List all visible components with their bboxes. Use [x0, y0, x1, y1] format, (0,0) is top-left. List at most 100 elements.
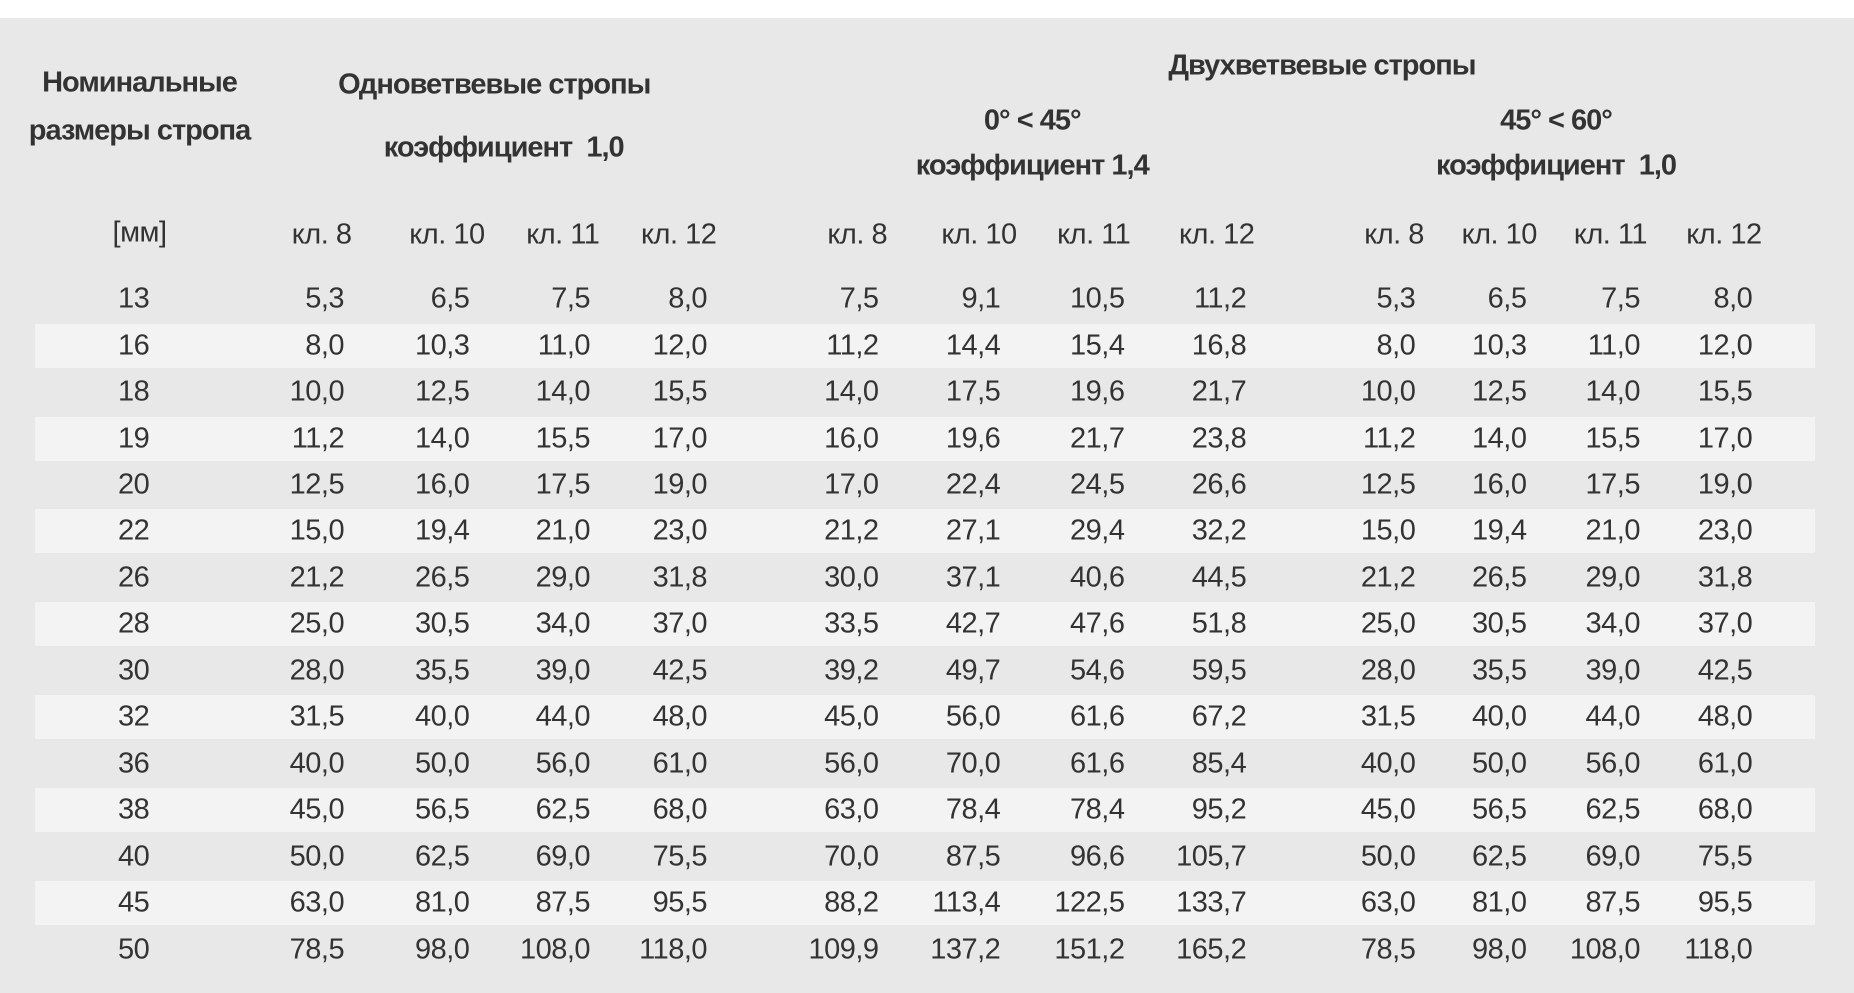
size-cell: 26: [117, 561, 150, 594]
value-cell: 6,5: [430, 282, 470, 315]
value-cell: 81,0: [1472, 886, 1527, 919]
value-cell: 54,6: [1070, 654, 1125, 687]
value-cell: 50,0: [1360, 840, 1416, 873]
class-label: кл. 11: [526, 218, 600, 251]
value-cell: 40,6: [1070, 561, 1125, 594]
value-cell: 5,3: [1376, 282, 1416, 315]
value-cell: 34,0: [535, 607, 591, 640]
value-cell: 5,3: [305, 282, 345, 315]
value-cell: 7,5: [1601, 282, 1640, 315]
value-cell: 16,8: [1191, 329, 1247, 362]
value-cell: 31,8: [1697, 561, 1753, 594]
value-cell: 61,6: [1070, 747, 1125, 780]
value-cell: 17,0: [824, 468, 879, 501]
value-cell: 11,2: [826, 329, 879, 362]
value-cell: 78,4: [1070, 793, 1125, 826]
table-page: Номинальные размеры стропа Одноветвевые ст…: [0, 18, 1854, 993]
value-cell: 26,5: [1472, 561, 1527, 594]
size-cell: 20: [117, 468, 150, 501]
size-cell: 30: [117, 654, 150, 687]
value-cell: 12,5: [1472, 375, 1527, 408]
header-text: коэффициент 1,0: [1436, 149, 1677, 182]
value-cell: 31,5: [1360, 700, 1416, 733]
value-cell: 68,0: [652, 793, 708, 826]
header-text: размеры стропа: [28, 114, 251, 147]
value-cell: 11,0: [537, 329, 591, 362]
value-cell: 27,1: [945, 514, 1001, 547]
value-cell: 44,0: [535, 700, 591, 733]
class-label: кл. 10: [941, 218, 1017, 251]
value-cell: 113,4: [932, 886, 1001, 919]
value-cell: 45,0: [289, 793, 345, 826]
value-cell: 59,5: [1191, 654, 1247, 687]
value-cell: 98,0: [1472, 933, 1527, 966]
value-cell: 118,0: [639, 933, 708, 966]
size-cell: 19: [117, 422, 150, 455]
value-cell: 12,0: [652, 329, 708, 362]
value-cell: 10,3: [414, 329, 470, 362]
value-cell: 63,0: [824, 793, 879, 826]
value-cell: 10,0: [1360, 375, 1416, 408]
class-label: кл. 8: [1364, 218, 1424, 251]
row-band: [35, 788, 1815, 833]
value-cell: 85,4: [1191, 747, 1247, 780]
value-cell: 108,0: [519, 933, 591, 966]
value-cell: 15,5: [1585, 422, 1641, 455]
value-cell: 7,5: [551, 282, 591, 315]
header-text: Одноветвевые стропы: [338, 68, 651, 101]
value-cell: 19,6: [945, 422, 1001, 455]
size-cell: 50: [117, 933, 150, 966]
value-cell: 78,5: [1360, 933, 1416, 966]
value-cell: 56,5: [414, 793, 470, 826]
value-cell: 40,0: [1360, 747, 1416, 780]
row-band: [35, 881, 1815, 926]
value-cell: 81,0: [414, 886, 470, 919]
size-cell: 22: [117, 514, 150, 547]
size-cell: 13: [117, 282, 150, 315]
value-cell: 61,6: [1070, 700, 1125, 733]
value-cell: 133,7: [1176, 886, 1247, 919]
size-cell: 32: [117, 700, 150, 733]
value-cell: 15,5: [652, 375, 708, 408]
value-cell: 29,0: [1585, 561, 1641, 594]
value-cell: 78,4: [945, 793, 1001, 826]
size-cell: 45: [117, 886, 150, 919]
value-cell: 95,2: [1191, 793, 1247, 826]
value-cell: 69,0: [535, 840, 591, 873]
value-cell: 31,5: [289, 700, 345, 733]
value-cell: 95,5: [1697, 886, 1753, 919]
value-cell: 15,5: [535, 422, 591, 455]
value-cell: 16,0: [824, 422, 879, 455]
value-cell: 12,5: [289, 468, 345, 501]
size-cell: 28: [117, 607, 150, 640]
value-cell: 21,7: [1191, 375, 1247, 408]
value-cell: 28,0: [289, 654, 345, 687]
value-cell: 87,5: [945, 840, 1001, 873]
value-cell: 42,5: [1697, 654, 1753, 687]
size-cell: 38: [117, 793, 150, 826]
value-cell: 118,0: [1684, 933, 1753, 966]
value-cell: 45,0: [824, 700, 879, 733]
value-cell: 69,0: [1585, 840, 1641, 873]
value-cell: 21,2: [289, 561, 345, 594]
value-cell: 21,0: [1585, 514, 1641, 547]
value-cell: 56,5: [1472, 793, 1527, 826]
value-cell: 17,5: [945, 375, 1001, 408]
value-cell: 42,5: [652, 654, 708, 687]
value-cell: 14,0: [414, 422, 470, 455]
value-cell: 15,0: [289, 514, 345, 547]
value-cell: 62,5: [1472, 840, 1527, 873]
row-band: [35, 695, 1815, 740]
value-cell: 151,2: [1054, 933, 1125, 966]
value-cell: 8,0: [1376, 329, 1416, 362]
value-cell: 47,6: [1070, 607, 1125, 640]
value-cell: 9,1: [961, 282, 1001, 315]
value-cell: 30,0: [824, 561, 879, 594]
value-cell: 56,0: [1585, 747, 1641, 780]
value-cell: 44,0: [1585, 700, 1641, 733]
size-cell: 40: [117, 840, 150, 873]
value-cell: 35,5: [1472, 654, 1527, 687]
value-cell: 75,5: [1697, 840, 1753, 873]
value-cell: 56,0: [824, 747, 879, 780]
value-cell: 165,2: [1176, 933, 1247, 966]
